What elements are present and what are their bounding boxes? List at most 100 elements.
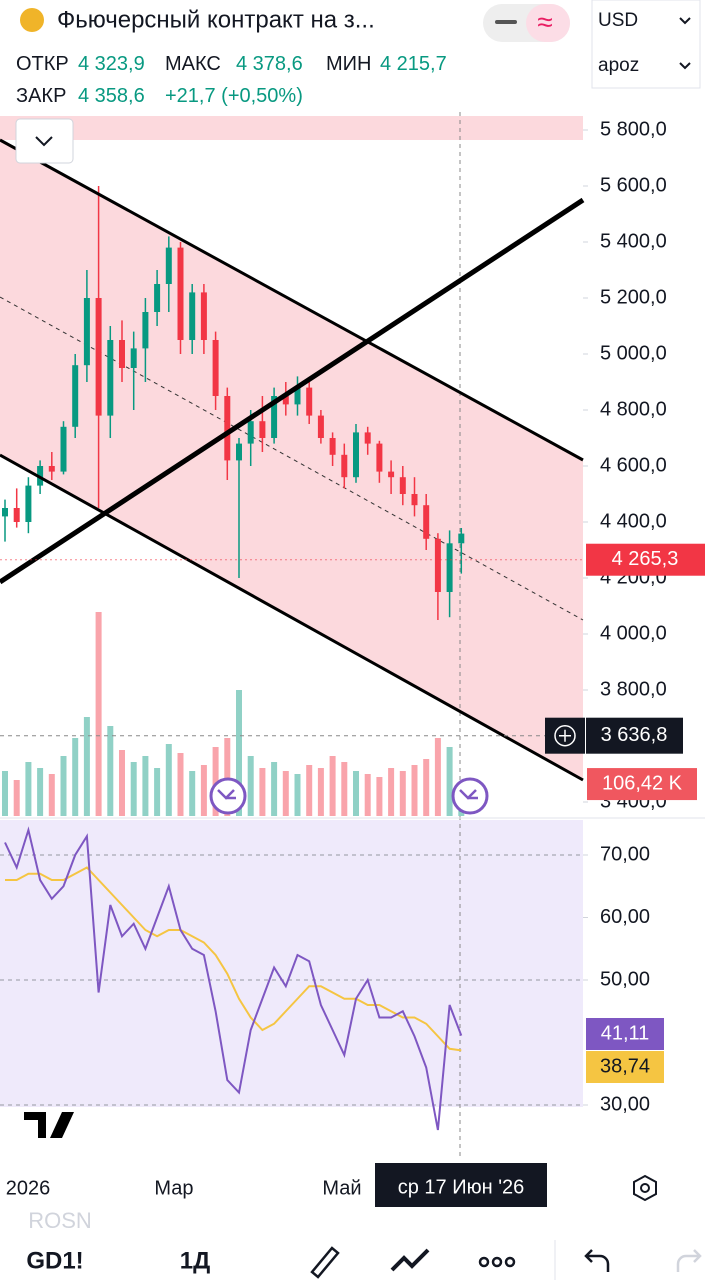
candle-body: [107, 340, 114, 416]
candle-body: [247, 421, 254, 444]
close-label: ЗАКР: [16, 85, 66, 107]
draw-icon[interactable]: [310, 1246, 340, 1279]
low-label: МИН: [326, 53, 371, 75]
volume-bar: [72, 738, 79, 816]
volume-bar: [13, 780, 20, 816]
crosshair-price-label: 3 636,8: [601, 724, 668, 746]
symbol-icon: [20, 8, 44, 32]
toggle-active[interactable]: [526, 4, 570, 42]
volume-bar: [411, 765, 418, 816]
ghost-symbol: ROSN: [28, 1208, 92, 1233]
candle-body: [411, 494, 418, 506]
candle-body: [271, 396, 278, 438]
candle-body: [294, 387, 301, 405]
symbol-button[interactable]: GD1!: [26, 1247, 83, 1274]
candle-body: [154, 284, 161, 312]
y-tick-label: 5 000,0: [600, 342, 667, 364]
last-price-box: [586, 543, 705, 576]
close-value: 4 358,6: [78, 85, 145, 107]
close-row: ЗАКР 4 358,6 +21,7 (+0,50%): [16, 85, 303, 107]
candle-body: [95, 298, 102, 416]
y-tick-label: 5 600,0: [600, 174, 667, 196]
y-tick-label: 4 800,0: [600, 398, 667, 420]
rsi-value-box: [586, 1018, 664, 1050]
volume-bar: [294, 774, 301, 816]
undo-icon[interactable]: [584, 1249, 610, 1272]
redo-icon[interactable]: [676, 1249, 702, 1272]
rsi-tick-label: 30,00: [600, 1093, 650, 1115]
volume-bar: [83, 717, 90, 816]
x-label: Май: [322, 1177, 361, 1199]
indicators-icon[interactable]: [390, 1248, 430, 1272]
volume-bar: [446, 747, 453, 816]
ohlc-row: ОТКР 4 323,9 МАКС 4 378,6 МИН 4 215,7: [16, 53, 447, 75]
candle-body: [353, 432, 359, 478]
crosshair-plus: [554, 724, 576, 747]
candle-body: [329, 438, 336, 455]
candle-body: [376, 443, 383, 472]
volume-bar: [434, 738, 441, 816]
wave-icon: ≈: [537, 6, 552, 37]
y-tick-label: 5 800,0: [600, 118, 667, 140]
volume-bar: [282, 771, 289, 816]
settings-icon[interactable]: [633, 1174, 657, 1202]
rsi-value-label: 41,11: [601, 1022, 650, 1044]
candle-body: [13, 508, 20, 522]
crosshair-date-box: [375, 1163, 547, 1207]
volume-bar: [364, 774, 371, 816]
candle-body: [388, 471, 395, 478]
volume-bar: [154, 768, 161, 816]
volume-bar: [353, 771, 359, 816]
candle-body: [142, 312, 149, 349]
candle-body: [2, 508, 8, 517]
chevron: [679, 17, 691, 25]
candle-body: [434, 538, 441, 592]
volume-bar: [423, 759, 430, 816]
chevron: [35, 136, 53, 147]
volume-bar: [306, 765, 313, 816]
currency[interactable]: USD: [598, 10, 638, 31]
volume-bar: [376, 777, 383, 816]
title: Фьючерсный контракт на з...: [57, 6, 375, 33]
trend-line: [0, 197, 585, 585]
candle-body: [259, 421, 266, 438]
candle-body: [423, 505, 430, 539]
interval-button[interactable]: 1Д: [180, 1247, 210, 1274]
candle-body: [200, 292, 207, 340]
candle-body: [317, 415, 324, 438]
candle-body: [364, 432, 371, 444]
channel-upper: [0, 138, 584, 462]
volume-bar: [130, 762, 137, 816]
event-arrow: [459, 789, 478, 800]
crosshair-date: ср 17 Июн '26: [398, 1176, 525, 1198]
volume-bar: [119, 750, 125, 816]
volume-label-box: [587, 768, 697, 801]
candle-body: [83, 298, 90, 366]
collapse-button[interactable]: [15, 118, 74, 164]
x-label: 2026: [6, 1177, 51, 1199]
y-tick-label: 4 600,0: [600, 454, 667, 476]
rsi-tick-label: 70,00: [600, 843, 650, 865]
candle-body: [236, 443, 242, 461]
crosshair-price-box: [586, 717, 683, 754]
volume-bar: [212, 747, 219, 816]
volume-bar: [95, 612, 102, 816]
event-arrow: [217, 789, 236, 800]
candle-body: [72, 365, 79, 427]
volume-bar: [48, 774, 55, 816]
session[interactable]: apoz: [598, 55, 639, 76]
volume-bar: [142, 756, 149, 816]
more-icon[interactable]: [478, 1256, 516, 1268]
crosshair-plus-sign: [559, 729, 571, 742]
change: +21,7 (+0,50%): [165, 85, 303, 107]
candle-body: [306, 387, 313, 416]
y-tick-label: 4 000,0: [600, 622, 667, 644]
volume-label: 106,42 K: [602, 772, 683, 794]
channel-midline: [0, 296, 584, 621]
channel-fill-top: [0, 116, 583, 140]
candle-body: [212, 340, 219, 396]
y-tick-label: 3 800,0: [600, 678, 667, 700]
volume-bar: [224, 738, 231, 816]
volume-bar: [25, 762, 32, 816]
last-price-label: 4 265,3: [612, 548, 679, 570]
